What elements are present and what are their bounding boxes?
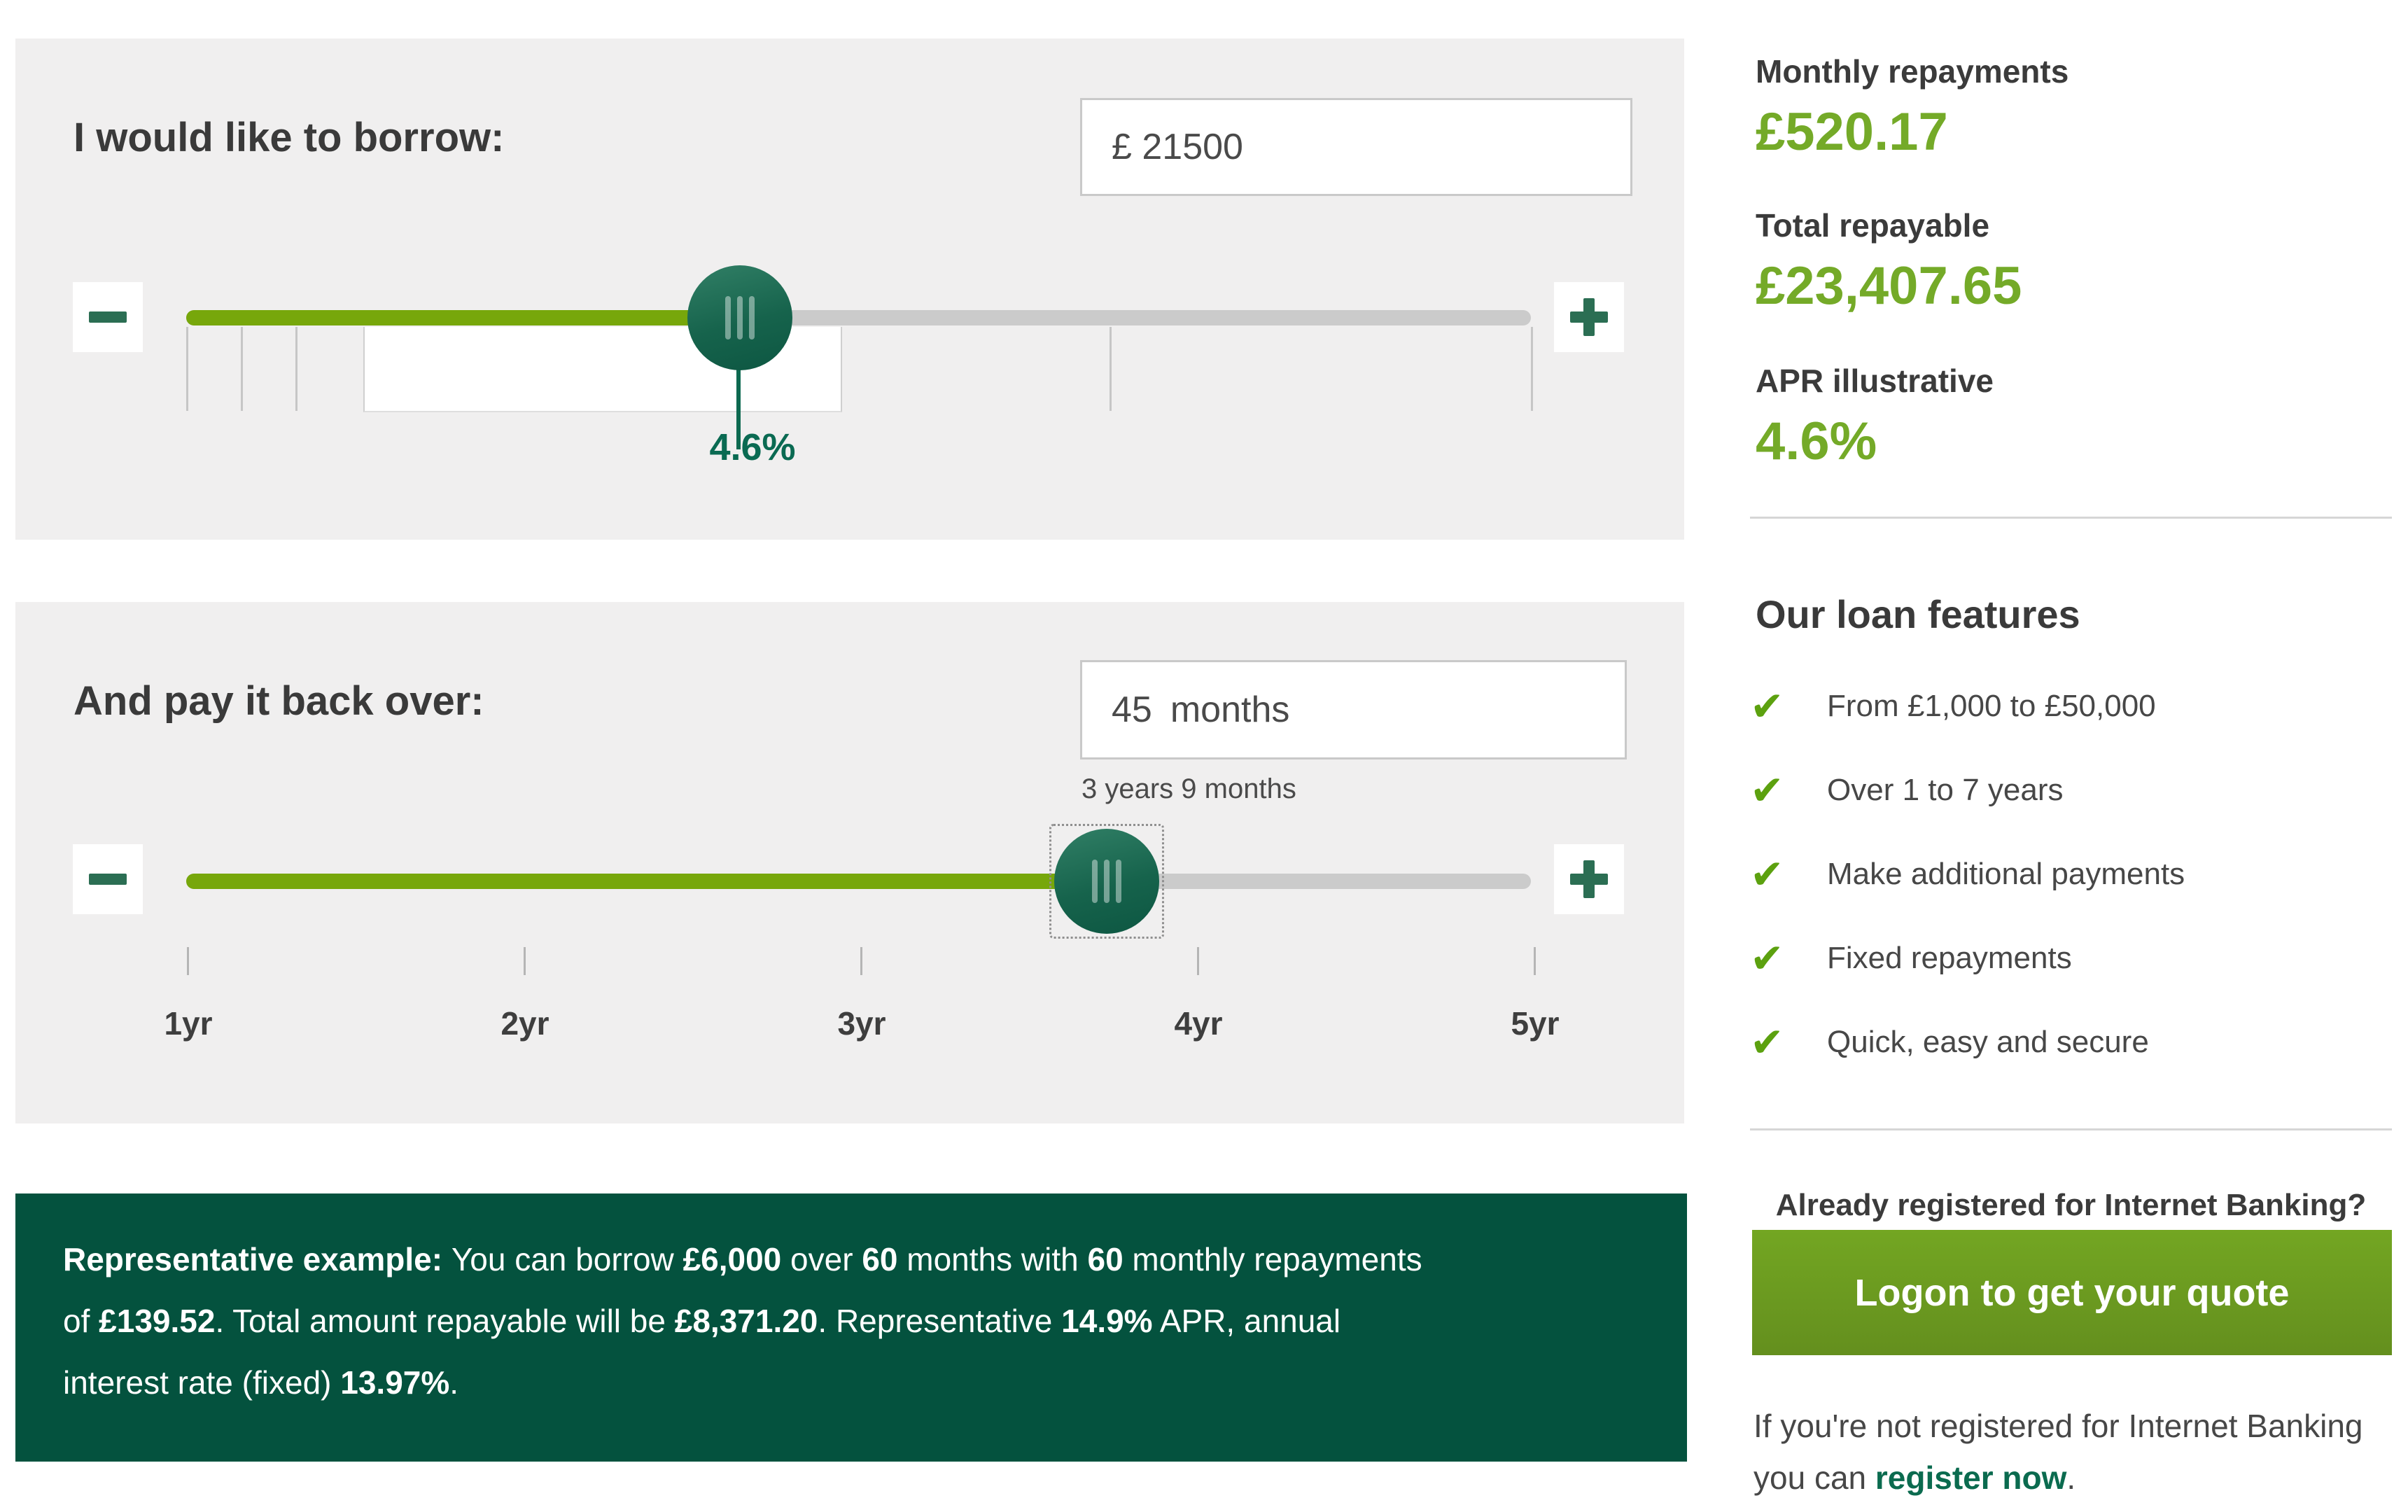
- year-tick: [187, 947, 189, 975]
- divider: [1750, 517, 2392, 519]
- term-months-suffix: months: [1170, 690, 1290, 730]
- check-icon: ✔: [1750, 852, 1784, 897]
- register-now-link[interactable]: register now: [1875, 1460, 2067, 1496]
- amount-decrease-button[interactable]: [73, 282, 143, 352]
- year-label: 5yr: [1511, 1005, 1560, 1042]
- term-slider-track[interactable]: [186, 874, 1531, 889]
- year-label: 2yr: [500, 1005, 550, 1042]
- minus-icon: [89, 874, 127, 885]
- stat-value: 4.6%: [1756, 412, 1877, 471]
- amount-slider-track[interactable]: [186, 310, 1531, 326]
- term-decrease-button[interactable]: [73, 844, 143, 914]
- rep-line-3: interest rate (fixed) 13.97%.: [63, 1364, 459, 1401]
- amount-scale-tick: [186, 327, 188, 411]
- term-slider-fill: [186, 874, 1107, 889]
- borrow-title: I would like to borrow:: [74, 115, 505, 160]
- check-icon: ✔: [1750, 936, 1784, 981]
- term-slider-handle[interactable]: [1054, 829, 1159, 934]
- amount-input[interactable]: £ 21500: [1080, 98, 1632, 196]
- term-title: And pay it back over:: [74, 678, 484, 724]
- year-tick: [524, 947, 526, 975]
- quote-sidebar: Monthly repayments £520.17 Total repayab…: [1750, 38, 2392, 1512]
- feature-item: ✔ Fixed repayments: [1750, 936, 2072, 981]
- term-increase-button[interactable]: [1554, 844, 1624, 914]
- divider: [1750, 1128, 2392, 1130]
- term-readable-label: 3 years 9 months: [1082, 774, 1296, 804]
- minus-icon: [89, 312, 127, 323]
- check-icon: ✔: [1750, 768, 1784, 813]
- year-tick: [1197, 947, 1199, 975]
- check-icon: ✔: [1750, 1020, 1784, 1065]
- rep-line-1: Representative example: You can borrow £…: [63, 1241, 1422, 1278]
- term-panel: And pay it back over: 45 months 3 years …: [15, 602, 1684, 1124]
- stat-label: Total repayable: [1756, 207, 1990, 244]
- apr-pointer-line: [736, 365, 741, 449]
- representative-example-panel: Representative example: You can borrow £…: [15, 1194, 1687, 1462]
- slider-grip-icon: [687, 265, 792, 370]
- amount-scale-tick: [1110, 327, 1112, 411]
- amount-scale-tick: [295, 327, 298, 411]
- amount-slider-fill: [186, 310, 740, 326]
- term-input[interactable]: 45 months: [1080, 660, 1627, 760]
- stat-value: £520.17: [1756, 102, 1948, 162]
- features-title: Our loan features: [1756, 592, 2080, 636]
- year-label: 3yr: [837, 1005, 886, 1042]
- borrow-panel: I would like to borrow: £ 21500 4.6%: [15, 38, 1684, 540]
- register-paragraph: If you're not registered for Internet Ba…: [1754, 1408, 2363, 1496]
- year-label: 4yr: [1174, 1005, 1223, 1042]
- term-input-value: 45: [1112, 690, 1152, 730]
- year-tick: [1534, 947, 1536, 975]
- amount-scale-tick: [241, 327, 243, 411]
- feature-item: ✔ Over 1 to 7 years: [1750, 768, 2064, 813]
- check-icon: ✔: [1750, 684, 1784, 729]
- slider-grip-icon: [1054, 829, 1159, 934]
- stat-value: £23,407.65: [1756, 256, 2022, 316]
- year-tick: [860, 947, 862, 975]
- stat-label: Monthly repayments: [1756, 53, 2069, 90]
- feature-item: ✔ From £1,000 to £50,000: [1750, 684, 2156, 729]
- logon-button[interactable]: Logon to get your quote: [1752, 1230, 2392, 1355]
- registered-heading: Already registered for Internet Banking?: [1775, 1188, 2367, 1222]
- amount-input-value: £ 21500: [1112, 127, 1243, 167]
- feature-item: ✔ Quick, easy and secure: [1750, 1020, 2149, 1065]
- year-label: 1yr: [164, 1005, 213, 1042]
- stat-label: APR illustrative: [1756, 363, 1994, 399]
- amount-scale-tick: [1531, 327, 1533, 411]
- amount-slider-handle[interactable]: [687, 265, 792, 370]
- apr-tooltip: 4.6%: [709, 426, 796, 468]
- rep-line-2: of £139.52. Total amount repayable will …: [63, 1303, 1341, 1339]
- feature-item: ✔ Make additional payments: [1750, 852, 2185, 897]
- amount-increase-button[interactable]: [1554, 282, 1624, 352]
- term-handle-focus-ring: [1049, 824, 1164, 939]
